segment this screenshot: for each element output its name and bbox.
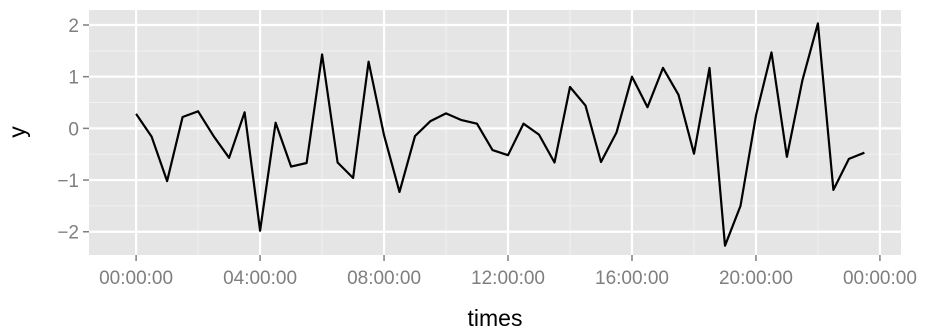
- x-axis-title: times: [468, 305, 523, 330]
- y-tick-label: 1: [68, 68, 79, 89]
- x-tick-label: 08:00:00: [347, 268, 421, 289]
- series-line: [135, 22, 865, 247]
- x-tick-label: 04:00:00: [223, 268, 297, 289]
- series-layer: [135, 22, 865, 247]
- y-axis: 2 1 0 −1 −2: [57, 16, 89, 244]
- x-axis: 00:00:00 04:00:00 08:00:00 12:00:00 16:00:00…: [99, 255, 917, 289]
- x-tick-label: 00:00:00: [843, 268, 917, 289]
- y-tick-label: −1: [57, 171, 79, 192]
- x-tick-label: 00:00:00: [99, 268, 173, 289]
- y-tick-label: −2: [57, 223, 79, 244]
- x-tick-label: 16:00:00: [595, 268, 669, 289]
- x-tick-label: 12:00:00: [471, 268, 545, 289]
- y-tick-label: 2: [68, 16, 79, 37]
- minor-gridlines: [89, 10, 901, 255]
- y-tick-label: 0: [68, 119, 79, 140]
- y-axis-title: y: [4, 126, 30, 138]
- x-tick-label: 20:00:00: [719, 268, 793, 289]
